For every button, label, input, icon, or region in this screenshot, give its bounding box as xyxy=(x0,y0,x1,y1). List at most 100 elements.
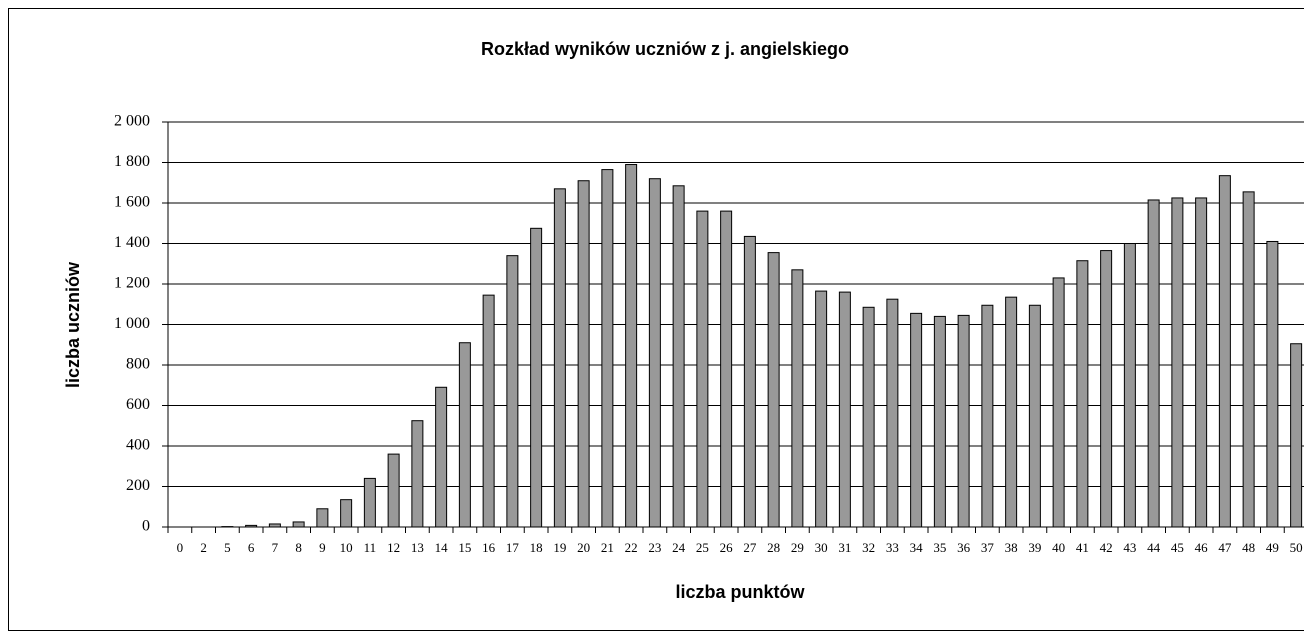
x-tick-label: 46 xyxy=(1195,540,1209,555)
bar xyxy=(1218,175,1231,528)
bar xyxy=(672,185,685,528)
y-tick-label: 600 xyxy=(126,396,150,413)
x-tick-label: 20 xyxy=(577,540,590,555)
bar xyxy=(458,342,471,528)
x-tick-label: 5 xyxy=(224,540,231,555)
x-tick-label: 39 xyxy=(1028,540,1041,555)
x-tick-label: 48 xyxy=(1242,540,1255,555)
bar xyxy=(910,312,923,528)
bar xyxy=(767,252,780,528)
bar xyxy=(577,180,590,528)
bar xyxy=(933,315,946,528)
y-tick-label: 1 400 xyxy=(114,234,150,251)
bar xyxy=(648,178,661,528)
bar xyxy=(482,294,495,528)
x-tick-label: 45 xyxy=(1171,540,1184,555)
y-tick-label: 400 xyxy=(126,437,150,454)
x-tick-label: 44 xyxy=(1147,540,1161,555)
x-tick-label: 6 xyxy=(248,540,255,555)
bar xyxy=(292,521,305,528)
x-tick-label: 17 xyxy=(506,540,520,555)
x-tick-label: 49 xyxy=(1266,540,1279,555)
x-tick-label: 19 xyxy=(553,540,566,555)
bar xyxy=(720,210,733,528)
bar xyxy=(553,188,566,528)
x-tick-label: 42 xyxy=(1100,540,1113,555)
x-tick-label: 10 xyxy=(340,540,353,555)
bar xyxy=(363,477,376,528)
bar xyxy=(696,210,709,528)
bar xyxy=(743,235,756,528)
x-tick-label: 24 xyxy=(672,540,686,555)
x-tick-label: 18 xyxy=(530,540,543,555)
bar xyxy=(530,227,543,528)
x-tick-label: 11 xyxy=(364,540,377,555)
y-tick-label: 2 000 xyxy=(114,113,150,130)
x-tick-label: 31 xyxy=(838,540,851,555)
x-tick-label: 26 xyxy=(720,540,734,555)
chart-title: Rozkład wyników uczniów z j. angielskieg… xyxy=(481,39,849,59)
bar xyxy=(1076,260,1089,528)
bar xyxy=(1242,191,1255,528)
y-tick-label: 1 200 xyxy=(114,275,150,292)
bar xyxy=(1147,199,1160,528)
x-tick-label: 47 xyxy=(1218,540,1232,555)
y-tick-label: 1 000 xyxy=(114,315,150,332)
x-axis-label: liczba punktów xyxy=(675,582,805,602)
x-tick-label: 38 xyxy=(1005,540,1018,555)
x-tick-label: 43 xyxy=(1123,540,1136,555)
x-tick-label: 16 xyxy=(482,540,496,555)
x-tick-label: 12 xyxy=(387,540,400,555)
x-tick-label: 0 xyxy=(177,540,184,555)
x-tick-label: 7 xyxy=(272,540,279,555)
x-tick-label: 50 xyxy=(1290,540,1303,555)
bar xyxy=(1123,243,1136,528)
x-tick-label: 8 xyxy=(295,540,302,555)
y-tick-label: 1 800 xyxy=(114,153,150,170)
x-tick-label: 32 xyxy=(862,540,875,555)
x-tick-label: 41 xyxy=(1076,540,1089,555)
bar xyxy=(815,290,828,528)
bar xyxy=(1100,250,1113,528)
y-tick-label: 1 600 xyxy=(114,194,150,211)
x-tick-label: 27 xyxy=(743,540,757,555)
bar xyxy=(1005,296,1018,528)
bar xyxy=(411,420,424,528)
y-tick-label: 200 xyxy=(126,477,150,494)
bar xyxy=(506,255,519,528)
x-tick-label: 13 xyxy=(411,540,424,555)
bar xyxy=(886,298,899,528)
x-tick-label: 25 xyxy=(696,540,709,555)
bar xyxy=(957,314,970,528)
bar xyxy=(625,164,638,528)
x-tick-label: 30 xyxy=(815,540,828,555)
x-tick-label: 35 xyxy=(933,540,946,555)
x-tick-label: 14 xyxy=(435,540,449,555)
x-tick-label: 34 xyxy=(910,540,924,555)
bar xyxy=(1052,277,1065,528)
x-tick-label: 15 xyxy=(458,540,471,555)
y-tick-label: 800 xyxy=(126,356,150,373)
bar xyxy=(1195,197,1208,528)
bar xyxy=(838,291,851,528)
bar xyxy=(340,499,353,528)
bar xyxy=(387,453,400,528)
bar xyxy=(862,306,875,528)
x-tick-label: 36 xyxy=(957,540,971,555)
y-axis-label: liczba uczniów xyxy=(63,261,83,388)
bar xyxy=(601,169,614,528)
x-tick-label: 23 xyxy=(648,540,661,555)
x-tick-label: 2 xyxy=(200,540,207,555)
x-tick-label: 33 xyxy=(886,540,899,555)
bar xyxy=(1266,240,1279,528)
bar xyxy=(1028,304,1041,528)
x-tick-label: 28 xyxy=(767,540,780,555)
x-tick-label: 9 xyxy=(319,540,326,555)
x-tick-label: 37 xyxy=(981,540,995,555)
bar xyxy=(791,269,804,528)
bar xyxy=(1290,343,1303,528)
bar xyxy=(981,304,994,528)
x-tick-label: 40 xyxy=(1052,540,1065,555)
x-tick-label: 21 xyxy=(601,540,614,555)
